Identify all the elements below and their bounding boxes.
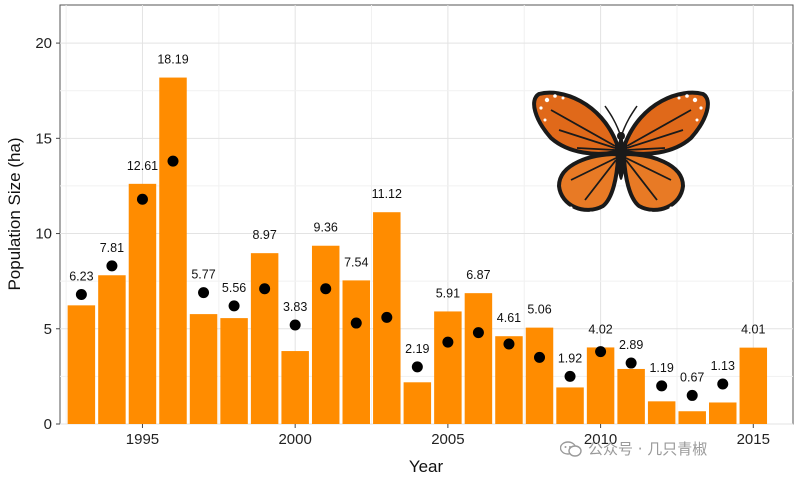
bar-2000 [281,351,309,424]
bar-2008 [525,327,554,424]
bar-1996 [159,77,187,425]
y-tick-label: 20 [35,35,52,52]
point-2007 [503,338,515,350]
bar-2009 [556,387,584,424]
point-1999 [259,283,271,295]
bars [67,77,768,425]
x-tick-label: 2010 [584,431,617,448]
data-label-2011: 2.89 [619,338,643,352]
bar-2012 [647,401,676,424]
point-1998 [228,300,240,312]
data-label-2000: 3.83 [283,300,307,314]
x-tick-label: 2005 [431,431,464,448]
wechat-icon [560,440,582,457]
data-label-1995: 12.61 [127,159,158,173]
point-2011 [625,357,637,369]
point-2001 [320,283,332,295]
y-tick-label: 15 [35,130,52,147]
bar-2005 [434,311,462,424]
watermark-text: 公众号 · 几只青椒 [588,440,708,458]
point-1997 [198,287,210,299]
data-label-2003: 11.12 [372,187,402,201]
bar-2014 [709,402,737,424]
data-label-2006: 6.87 [466,268,490,282]
point-2005 [442,336,454,348]
x-tick-label: 2015 [737,431,770,448]
bar-2001 [311,245,340,424]
data-label-2014: 1.13 [711,359,735,373]
bar-1998 [220,318,248,424]
data-label-1996: 18.19 [157,53,188,67]
bar-2010 [586,347,615,424]
data-label-2002: 7.54 [344,255,368,269]
data-label-2009: 1.92 [558,351,582,365]
bar-1997 [189,314,218,424]
x-axis-title: Year [409,457,444,476]
y-axis-title: Population Size (ha) [5,137,24,290]
data-label-2010: 4.02 [588,322,612,336]
point-1995 [136,193,148,205]
bar-2013 [678,411,706,424]
point-2008 [534,351,546,363]
data-label-2013: 0.67 [680,370,704,384]
point-2006 [472,327,484,339]
bar-2006 [464,293,493,424]
data-label-2012: 1.19 [649,361,673,375]
watermark: 公众号 · 几只青椒 [560,438,707,459]
point-2014 [717,378,729,390]
monarch-butterfly-icon [532,90,710,215]
point-2010 [595,346,607,358]
data-label-2015: 4.01 [741,323,765,337]
bar-1999 [250,253,279,424]
point-2009 [564,370,576,382]
y-tick-label: 0 [44,416,52,433]
data-label-2008: 5.06 [527,303,551,317]
bar-1995 [128,183,157,424]
data-label-2005: 5.91 [436,286,460,300]
point-2000 [289,319,301,331]
bar-2004 [403,382,432,424]
bar-2007 [495,336,523,424]
data-label-1994: 7.81 [100,241,124,255]
points [75,155,729,401]
bar-2011 [617,368,645,424]
point-2012 [656,380,668,392]
point-1994 [106,260,118,272]
data-label-1998: 5.56 [222,281,246,295]
data-label-2001: 9.36 [314,221,338,235]
point-2013 [686,389,698,401]
point-2004 [411,361,423,373]
data-labels: 6.23 7.81 12.61 18.19 5.77 5.56 8.97 3.83 9.36 7.… [69,53,765,385]
point-1993 [75,288,87,300]
bar-2015 [739,347,768,424]
bar-1993 [67,305,96,424]
data-label-1997: 5.77 [191,268,215,282]
point-2002 [350,317,362,329]
x-axis: 1995 2000 2005 2010 2015 [126,424,770,448]
x-tick-label: 1995 [126,431,159,448]
data-label-1999: 8.97 [252,228,276,242]
bar-2002 [342,280,370,424]
data-label-2004: 2.19 [405,342,429,356]
y-tick-label: 10 [35,226,52,243]
bar-1994 [98,275,126,424]
y-axis: 0 5 10 15 20 [35,35,60,433]
x-tick-label: 2000 [278,431,311,448]
data-label-2007: 4.61 [497,311,521,325]
data-label-1993: 6.23 [69,269,93,283]
point-1996 [167,155,179,167]
point-2003 [381,311,393,323]
y-tick-label: 5 [44,321,52,338]
